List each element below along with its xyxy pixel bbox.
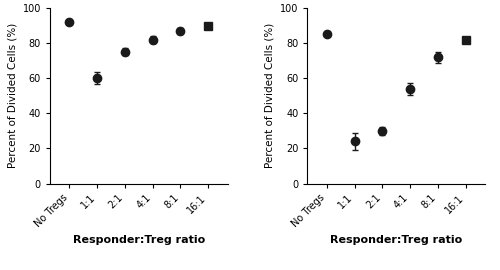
Y-axis label: Percent of Divided Cells (%): Percent of Divided Cells (%)	[7, 23, 17, 168]
X-axis label: Responder:Treg ratio: Responder:Treg ratio	[72, 235, 205, 245]
Y-axis label: Percent of Divided Cells (%): Percent of Divided Cells (%)	[264, 23, 274, 168]
X-axis label: Responder:Treg ratio: Responder:Treg ratio	[330, 235, 462, 245]
